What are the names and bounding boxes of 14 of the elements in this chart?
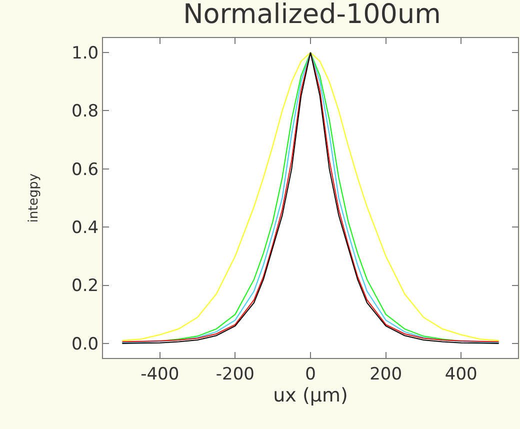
y-tick-label: 0.4 [72, 218, 99, 238]
y-tick-label: 0.2 [72, 276, 99, 296]
y-tick-label: 0.8 [72, 102, 99, 122]
y-tick-label: 0.6 [72, 160, 99, 180]
y-axis-title: integpy [26, 173, 42, 223]
x-tick-label: -400 [140, 364, 180, 384]
x-tick-label: -200 [216, 364, 254, 384]
chart-title: Normalized-100um [183, 0, 441, 30]
y-tick-label: 1.0 [72, 44, 99, 64]
x-tick-label: 0 [305, 364, 316, 384]
y-tick-label: 0.0 [72, 334, 99, 354]
x-tick-label: 400 [444, 364, 478, 384]
x-axis-title: ux (μm) [273, 384, 348, 406]
x-tick-label: 200 [370, 364, 402, 384]
